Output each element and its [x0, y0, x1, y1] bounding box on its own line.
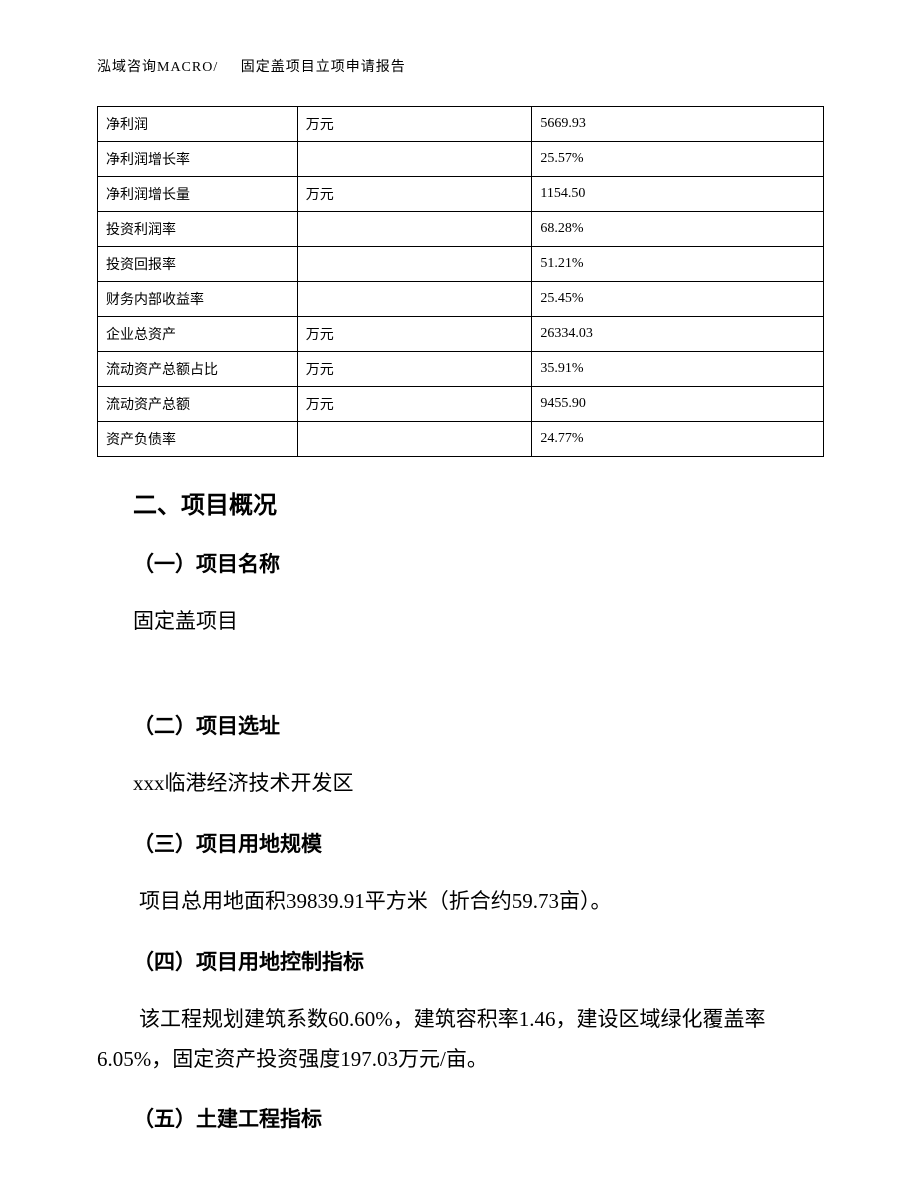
cell-unit: 万元 — [297, 177, 532, 212]
cell-value: 26334.03 — [532, 317, 824, 352]
table-row: 资产负债率 24.77% — [98, 422, 824, 457]
cell-label: 流动资产总额 — [98, 387, 298, 422]
table-row: 企业总资产 万元 26334.03 — [98, 317, 824, 352]
table-row: 流动资产总额占比 万元 35.91% — [98, 352, 824, 387]
sub-heading-3: （三）项目用地规模 — [133, 828, 824, 858]
sub-heading-4: （四）项目用地控制指标 — [133, 946, 824, 976]
table-row: 净利润增长量 万元 1154.50 — [98, 177, 824, 212]
cell-label: 财务内部收益率 — [98, 282, 298, 317]
cell-value: 35.91% — [532, 352, 824, 387]
cell-label: 净利润增长量 — [98, 177, 298, 212]
body-text-3: 项目总用地面积39839.91平方米（折合约59.73亩）。 — [97, 882, 824, 922]
cell-unit — [297, 247, 532, 282]
body-text-2: xxx临港经济技术开发区 — [133, 764, 824, 804]
cell-label: 投资利润率 — [98, 212, 298, 247]
body-text-1: 固定盖项目 — [133, 602, 824, 642]
table-body: 净利润 万元 5669.93 净利润增长率 25.57% 净利润增长量 万元 1… — [98, 107, 824, 457]
table-row: 投资利润率 68.28% — [98, 212, 824, 247]
cell-unit: 万元 — [297, 352, 532, 387]
cell-value: 9455.90 — [532, 387, 824, 422]
financial-metrics-table: 净利润 万元 5669.93 净利润增长率 25.57% 净利润增长量 万元 1… — [97, 106, 824, 457]
cell-value: 24.77% — [532, 422, 824, 457]
cell-value: 68.28% — [532, 212, 824, 247]
header-title: 固定盖项目立项申请报告 — [241, 60, 406, 75]
cell-label: 企业总资产 — [98, 317, 298, 352]
table-row: 投资回报率 51.21% — [98, 247, 824, 282]
spacer — [97, 666, 824, 710]
cell-unit: 万元 — [297, 387, 532, 422]
cell-label: 投资回报率 — [98, 247, 298, 282]
header-company: 泓域咨询MACRO/ — [97, 60, 218, 75]
cell-value: 25.45% — [532, 282, 824, 317]
body-text-4: 该工程规划建筑系数60.60%，建筑容积率1.46，建设区域绿化覆盖率6.05%… — [97, 1000, 824, 1080]
page-header: 泓域咨询MACRO/ 固定盖项目立项申请报告 — [97, 56, 406, 76]
cell-unit — [297, 422, 532, 457]
cell-value: 51.21% — [532, 247, 824, 282]
cell-unit: 万元 — [297, 107, 532, 142]
cell-unit — [297, 142, 532, 177]
sub-heading-1: （一）项目名称 — [133, 548, 824, 578]
cell-label: 净利润 — [98, 107, 298, 142]
cell-unit — [297, 212, 532, 247]
cell-label: 净利润增长率 — [98, 142, 298, 177]
cell-unit: 万元 — [297, 317, 532, 352]
sub-heading-2: （二）项目选址 — [133, 710, 824, 740]
table-row: 财务内部收益率 25.45% — [98, 282, 824, 317]
content-body: 二、项目概况 （一）项目名称 固定盖项目 （二）项目选址 xxx临港经济技术开发… — [97, 485, 824, 1157]
cell-value: 5669.93 — [532, 107, 824, 142]
table-row: 净利润增长率 25.57% — [98, 142, 824, 177]
sub-heading-5: （五）土建工程指标 — [133, 1103, 824, 1133]
cell-label: 资产负债率 — [98, 422, 298, 457]
cell-unit — [297, 282, 532, 317]
table-row: 流动资产总额 万元 9455.90 — [98, 387, 824, 422]
table-row: 净利润 万元 5669.93 — [98, 107, 824, 142]
cell-label: 流动资产总额占比 — [98, 352, 298, 387]
section-title: 二、项目概况 — [133, 485, 824, 520]
cell-value: 1154.50 — [532, 177, 824, 212]
cell-value: 25.57% — [532, 142, 824, 177]
